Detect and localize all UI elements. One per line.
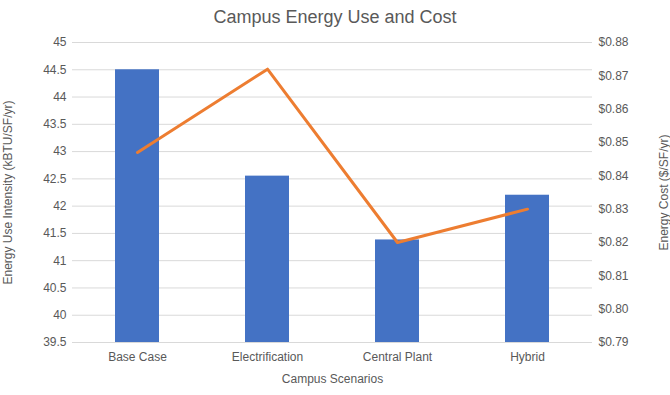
svg-text:$0.83: $0.83 (599, 202, 629, 216)
svg-text:$0.85: $0.85 (599, 135, 629, 149)
svg-text:$0.82: $0.82 (599, 235, 629, 249)
svg-text:43: 43 (53, 144, 67, 158)
svg-text:41: 41 (53, 254, 67, 268)
svg-text:41.5: 41.5 (43, 226, 67, 240)
svg-text:40: 40 (53, 308, 67, 322)
svg-text:Central Plant: Central Plant (363, 350, 433, 364)
svg-text:Campus Scenarios: Campus Scenarios (282, 372, 383, 386)
svg-text:Energy Cost ($/SF/yr): Energy Cost ($/SF/yr) (657, 134, 670, 250)
svg-text:$0.80: $0.80 (599, 302, 629, 316)
svg-text:42.5: 42.5 (43, 172, 67, 186)
svg-text:$0.81: $0.81 (599, 269, 629, 283)
svg-text:44: 44 (53, 90, 67, 104)
svg-text:42: 42 (53, 199, 67, 213)
html-text:Campus Energy Use and Cost: Campus Energy Use and Cost (213, 7, 457, 27)
svg-text:Hybrid: Hybrid (510, 350, 545, 364)
svg-text:45: 45 (53, 35, 67, 49)
svg-text:$0.87: $0.87 (599, 69, 629, 83)
svg-text:39.5: 39.5 (43, 335, 67, 349)
svg-text:44.5: 44.5 (43, 63, 67, 77)
svg-text:Energy Use Intensity (kBTU/SF/: Energy Use Intensity (kBTU/SF/yr) (1, 100, 15, 284)
svg-text:43.5: 43.5 (43, 117, 67, 131)
svg-text:$0.79: $0.79 (599, 335, 629, 349)
svg-text:$0.84: $0.84 (599, 169, 629, 183)
svg-text:Electrification: Electrification (232, 350, 303, 364)
svg-text:Base Case: Base Case (108, 350, 167, 364)
svg-text:$0.88: $0.88 (599, 35, 629, 49)
svg-text:$0.86: $0.86 (599, 102, 629, 116)
svg-text:40.5: 40.5 (43, 281, 67, 295)
